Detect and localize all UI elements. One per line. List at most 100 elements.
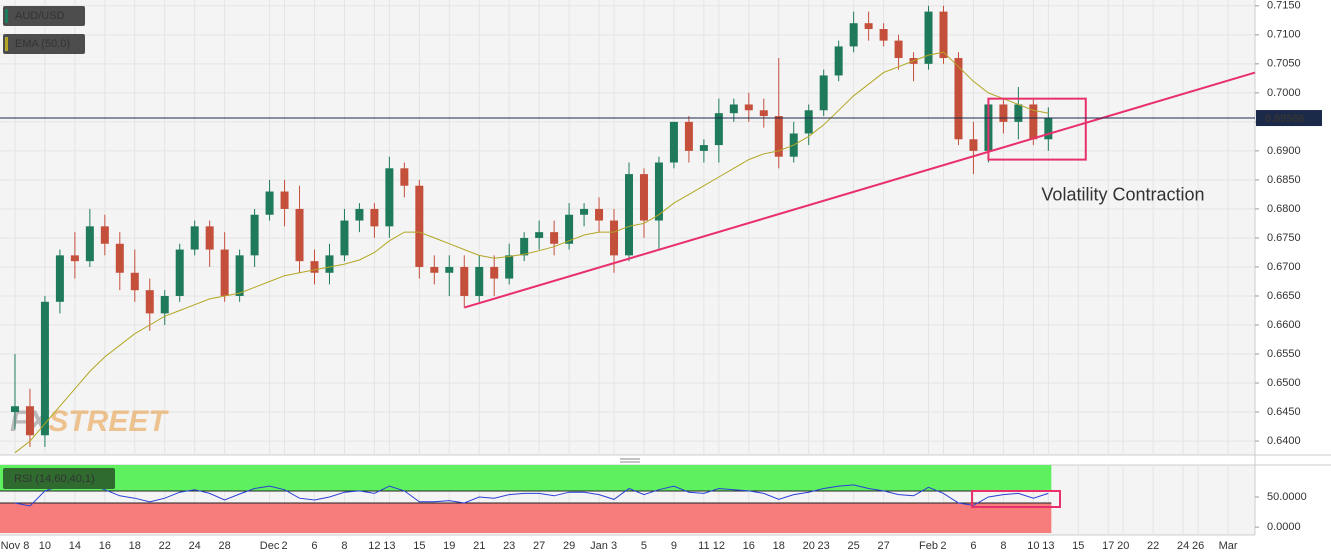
x-tick-label: Dec bbox=[260, 540, 280, 552]
x-tick-label: 27 bbox=[533, 540, 545, 552]
x-tick-label: Feb bbox=[919, 540, 938, 552]
x-tick-label: 16 bbox=[99, 540, 111, 552]
y-tick-label: 0.6750 bbox=[1267, 232, 1301, 244]
candle-body bbox=[834, 46, 843, 76]
y-tick-label: 0.6450 bbox=[1267, 406, 1301, 418]
candle-body bbox=[535, 232, 544, 238]
candle-body bbox=[460, 266, 469, 296]
x-tick-label: 28 bbox=[219, 540, 231, 552]
candle-body bbox=[145, 290, 154, 314]
x-tick-label: 21 bbox=[473, 540, 485, 552]
candle-body bbox=[400, 168, 409, 186]
y-tick-label: 0.6800 bbox=[1267, 203, 1301, 215]
x-tick-label: 12 bbox=[368, 540, 380, 552]
candle-body bbox=[220, 249, 229, 296]
x-tick-label: 6 bbox=[970, 540, 976, 552]
x-tick-label: 2 bbox=[281, 540, 287, 552]
candle-body bbox=[879, 29, 888, 41]
x-tick-label: 25 bbox=[848, 540, 860, 552]
candle-body bbox=[280, 191, 289, 209]
last-price-label: 0.69566 bbox=[1265, 113, 1305, 125]
rsi-y-tick-label: 50.0000 bbox=[1267, 491, 1307, 503]
x-tick-label: 24 bbox=[1177, 540, 1189, 552]
y-tick-label: 0.6900 bbox=[1267, 145, 1301, 157]
legend-box bbox=[3, 6, 85, 26]
candle-body bbox=[130, 272, 139, 291]
x-tick-label: 22 bbox=[1147, 540, 1159, 552]
candle-body bbox=[100, 226, 109, 244]
candle-body bbox=[445, 266, 454, 273]
candle-body bbox=[415, 185, 424, 267]
candle-body bbox=[475, 266, 484, 296]
candle-body bbox=[654, 162, 663, 221]
y-tick-label: 0.6400 bbox=[1267, 435, 1301, 447]
x-tick-label: 9 bbox=[671, 540, 677, 552]
candle-body bbox=[205, 226, 214, 250]
candle-body bbox=[924, 11, 933, 64]
x-tick-label: 15 bbox=[1072, 540, 1084, 552]
watermark-part: STREET bbox=[48, 405, 169, 438]
y-tick-label: 0.6650 bbox=[1267, 290, 1301, 302]
x-tick-label: 22 bbox=[159, 540, 171, 552]
candle-body bbox=[310, 261, 319, 273]
x-tick-label: 8 bbox=[1000, 540, 1006, 552]
x-tick-label: 6 bbox=[311, 540, 317, 552]
x-tick-label: 23 bbox=[503, 540, 515, 552]
candle-body bbox=[684, 121, 693, 151]
x-tick-label: 18 bbox=[129, 540, 141, 552]
x-tick-label: 20 bbox=[803, 540, 815, 552]
legend-box bbox=[3, 34, 85, 54]
x-tick-label: 3 bbox=[611, 540, 617, 552]
candle-body bbox=[759, 110, 768, 117]
candle-body bbox=[505, 255, 514, 279]
legend-swatch bbox=[5, 37, 8, 51]
candle-body bbox=[714, 113, 723, 146]
candle-body bbox=[804, 110, 813, 134]
y-tick-label: 0.7150 bbox=[1267, 0, 1301, 12]
candle-body bbox=[70, 255, 79, 262]
x-tick-label: 17 bbox=[1102, 540, 1114, 552]
candle-body bbox=[774, 116, 783, 157]
rsi-upper-zone bbox=[0, 465, 1052, 491]
rsi-highlight-box bbox=[971, 490, 1061, 508]
y-tick-label: 0.6700 bbox=[1267, 261, 1301, 273]
x-tick-label: 16 bbox=[743, 540, 755, 552]
candle-body bbox=[340, 220, 349, 256]
rsi-lower-zone bbox=[0, 503, 1052, 533]
candle-body bbox=[175, 249, 184, 296]
candle-body bbox=[580, 208, 589, 215]
candle-body bbox=[744, 104, 753, 111]
candle-body bbox=[999, 104, 1008, 122]
x-tick-label: 13 bbox=[1042, 540, 1054, 552]
annotation-text: Volatility Contraction bbox=[1041, 184, 1204, 204]
legend-label: AUD/USD bbox=[15, 10, 65, 22]
candle-body bbox=[265, 191, 274, 215]
candle-body bbox=[40, 301, 49, 436]
candle-body bbox=[85, 226, 94, 262]
y-tick-label: 0.7100 bbox=[1267, 29, 1301, 41]
rsi-label: RSI (14,60,40,1) bbox=[14, 473, 95, 485]
candle-body bbox=[250, 214, 259, 256]
y-tick-label: 0.6550 bbox=[1267, 348, 1301, 360]
last-price-box bbox=[1256, 110, 1322, 127]
candle-body bbox=[25, 406, 34, 436]
ema-line bbox=[14, 51, 1049, 454]
x-tick-label: Jan bbox=[590, 540, 608, 552]
candle-body bbox=[699, 145, 708, 151]
x-tick-label: 26 bbox=[1192, 540, 1204, 552]
legend-swatch bbox=[5, 9, 8, 23]
x-tick-label: 14 bbox=[69, 540, 81, 552]
candle-body bbox=[10, 406, 19, 413]
x-tick-label: Mar bbox=[1219, 540, 1238, 552]
y-tick-label: 0.7050 bbox=[1267, 58, 1301, 70]
candle-body bbox=[520, 237, 529, 256]
x-tick-label: 10 bbox=[1027, 540, 1039, 552]
candle-body bbox=[295, 208, 304, 262]
x-tick-label: 27 bbox=[877, 540, 889, 552]
x-tick-label: 29 bbox=[563, 540, 575, 552]
rsi-y-tick-label: 0.0000 bbox=[1267, 521, 1301, 533]
x-tick-label: 20 bbox=[1117, 540, 1129, 552]
x-tick-label: 13 bbox=[383, 540, 395, 552]
x-tick-label: 11 bbox=[698, 540, 709, 552]
